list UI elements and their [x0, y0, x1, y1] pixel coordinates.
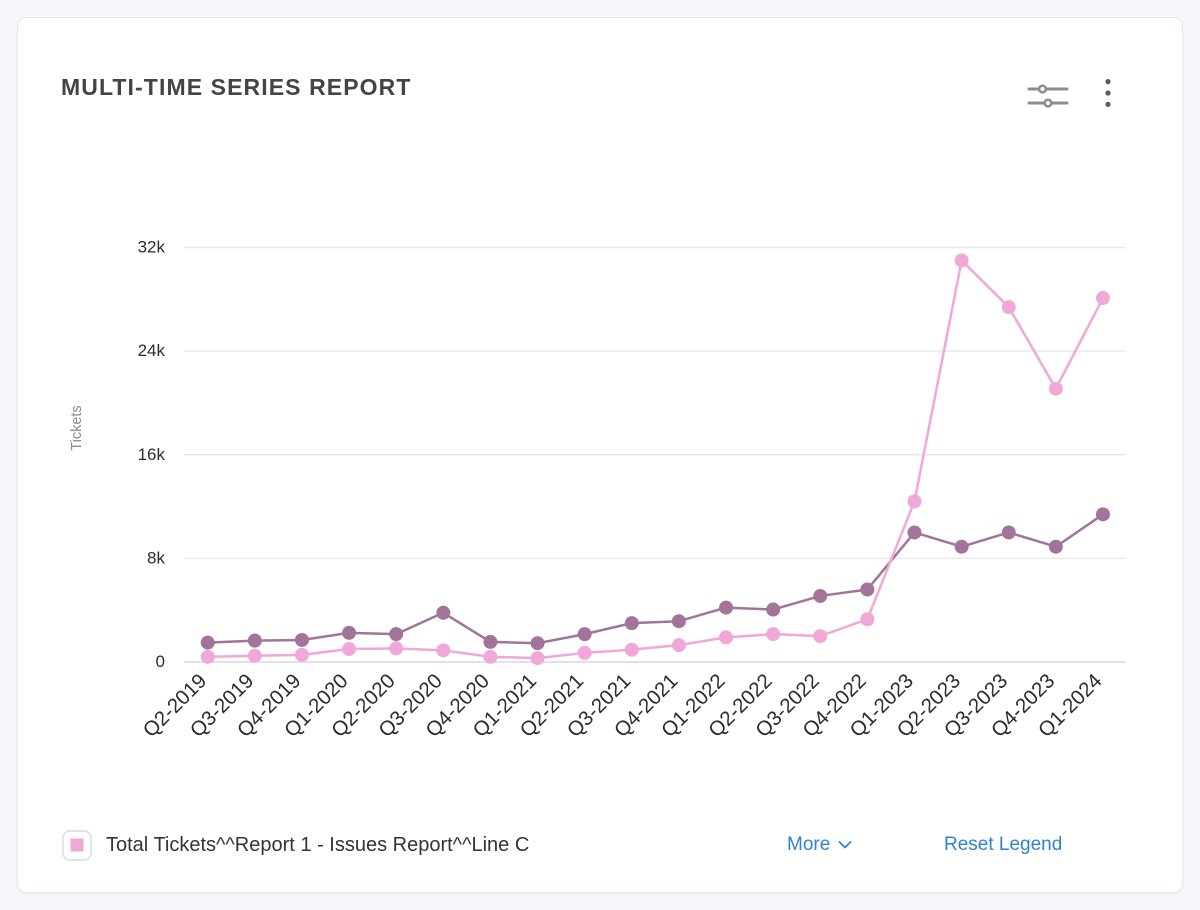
svg-text:16k: 16k — [138, 445, 166, 464]
svg-text:0: 0 — [156, 652, 165, 671]
svg-text:Tickets: Tickets — [69, 405, 85, 450]
svg-text:24k: 24k — [138, 341, 166, 360]
svg-text:32k: 32k — [138, 238, 166, 257]
svg-text:8k: 8k — [147, 548, 165, 567]
